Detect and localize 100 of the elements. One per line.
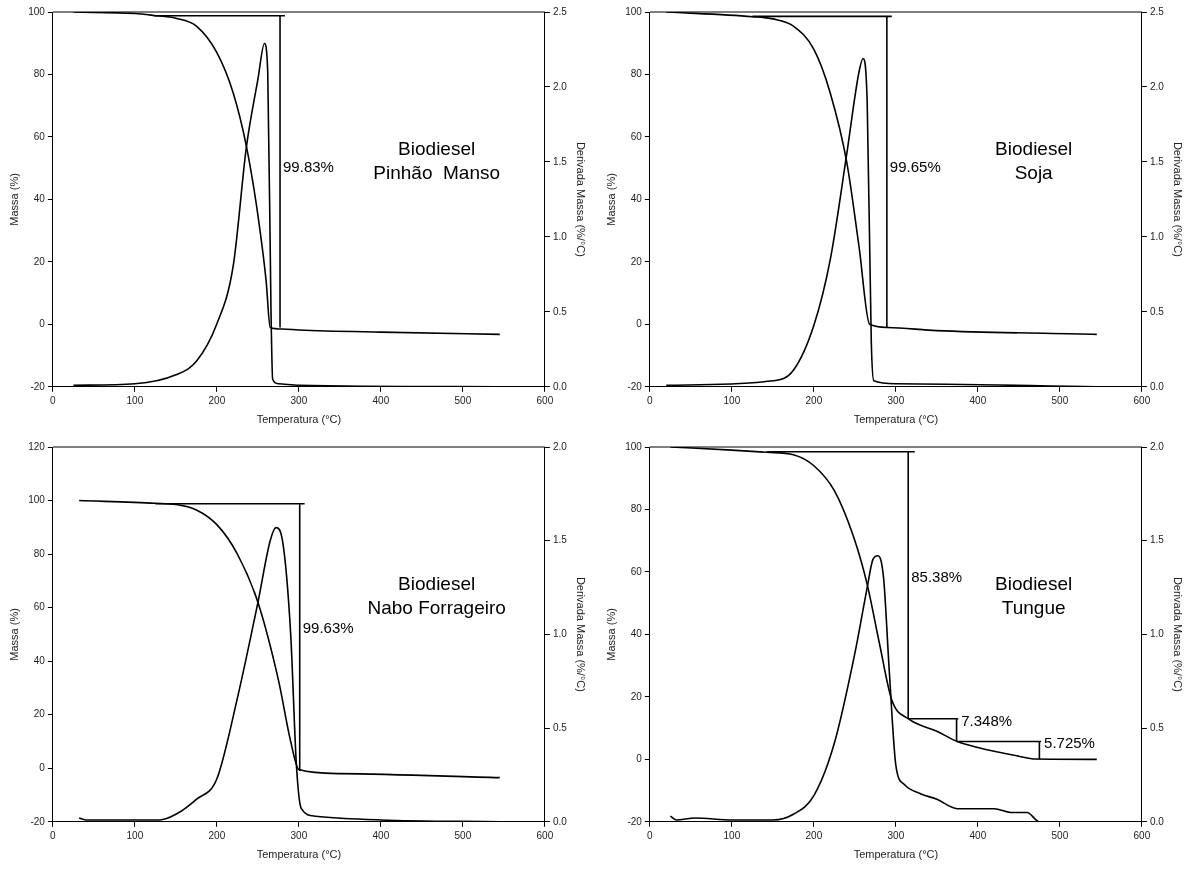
y2-tick-label: 1.0	[1149, 230, 1165, 242]
x-tick-label: 300	[887, 829, 905, 841]
y-tick-label: 0	[636, 753, 643, 765]
y-tick-label: 60	[33, 601, 46, 613]
y-tick-label: 20	[33, 708, 46, 720]
y-axis-title: Massa (%)	[7, 608, 20, 661]
x-tick-label: 0	[50, 829, 57, 841]
x-tick-label: 100	[723, 394, 741, 406]
y2-axis-title: Derivada Massa (%/°C)	[1172, 576, 1185, 692]
y-tick-label: 100	[625, 440, 643, 452]
y2-tick-label: 1.0	[552, 230, 568, 242]
y-tick-label: 100	[625, 5, 643, 17]
y2-tick-label: 0.5	[552, 721, 568, 733]
y-tick-label: 60	[630, 565, 643, 577]
y2-tick-label: 1.5	[1149, 534, 1165, 546]
x-tick-label: 0	[647, 829, 654, 841]
y2-tick-label: 2.0	[1149, 440, 1165, 452]
y-axis-title: Massa (%)	[604, 608, 617, 661]
annotation: 99.83%	[283, 158, 334, 176]
x-tick-label: 600	[1133, 829, 1151, 841]
y-tick-label: 60	[630, 130, 643, 142]
y2-axis-title: Derivada Massa (%/°C)	[1172, 141, 1185, 257]
y-tick-label: 60	[33, 130, 46, 142]
annotation: 5.725%	[1044, 733, 1095, 751]
x-tick-label: 100	[126, 394, 144, 406]
y2-tick-label: 0.0	[1149, 380, 1165, 392]
y2-tick-label: 2.5	[552, 5, 568, 17]
x-tick-label: 300	[290, 829, 308, 841]
annotation: 99.65%	[889, 158, 941, 176]
x-axis-title: Temperatura (°C)	[853, 848, 939, 861]
x-tick-label: 500	[454, 829, 472, 841]
y2-tick-label: 1.0	[552, 628, 568, 640]
y-tick-label: 100	[28, 494, 46, 506]
y2-axis-title: Derivada Massa (%/°C)	[575, 141, 588, 257]
y-tick-label: 80	[630, 68, 643, 80]
x-tick-label: 200	[208, 394, 226, 406]
y2-tick-label: 2.0	[552, 440, 568, 452]
y-tick-label: 120	[28, 440, 46, 452]
annotation: Biodiesel Pinhão Manso	[373, 138, 501, 184]
y2-tick-label: 1.5	[552, 155, 568, 167]
y-tick-label: 80	[630, 503, 643, 515]
y-tick-label: -20	[627, 380, 643, 392]
y-tick-label: 40	[33, 654, 46, 666]
x-tick-label: 200	[805, 394, 823, 406]
x-tick-label: 400	[372, 394, 390, 406]
x-axis-title: Temperatura (°C)	[853, 413, 939, 426]
y2-tick-label: 0.0	[552, 380, 568, 392]
y-axis-title: Massa (%)	[604, 173, 617, 226]
x-tick-label: 100	[723, 829, 741, 841]
x-tick-label: 500	[454, 394, 472, 406]
x-tick-label: 400	[969, 829, 987, 841]
y-tick-label: 0	[39, 318, 46, 330]
x-tick-label: 600	[536, 829, 554, 841]
y2-tick-label: 2.0	[1149, 80, 1165, 92]
y-tick-label: 40	[630, 193, 643, 205]
y-tick-label: -20	[30, 815, 46, 827]
y2-tick-label: 2.0	[552, 80, 568, 92]
x-tick-label: 400	[372, 829, 390, 841]
y-tick-label: 0	[39, 762, 46, 774]
y2-tick-label: 1.5	[1149, 155, 1165, 167]
x-tick-label: 200	[208, 829, 226, 841]
y2-tick-label: 0.5	[552, 305, 568, 317]
y-tick-label: 0	[636, 318, 643, 330]
y-axis-title: Massa (%)	[7, 173, 20, 226]
x-tick-label: 600	[536, 394, 554, 406]
x-tick-label: 0	[50, 394, 57, 406]
x-tick-label: 200	[805, 829, 823, 841]
x-tick-label: 400	[969, 394, 987, 406]
y2-tick-label: 0.5	[1149, 721, 1165, 733]
y-tick-label: 80	[33, 68, 46, 80]
y2-tick-label: 0.0	[1149, 815, 1165, 827]
x-tick-label: 500	[1051, 829, 1069, 841]
x-tick-label: 100	[126, 829, 144, 841]
y2-tick-label: 0.5	[1149, 305, 1165, 317]
y-tick-label: -20	[627, 815, 643, 827]
annotation: Biodiesel Soja	[995, 138, 1073, 184]
annotation: 99.63%	[302, 619, 354, 637]
x-tick-label: 300	[290, 394, 308, 406]
y-tick-label: 40	[33, 193, 46, 205]
x-axis-title: Temperatura (°C)	[256, 413, 342, 426]
x-axis-title: Temperatura (°C)	[256, 848, 342, 861]
annotation: 7.348%	[961, 711, 1013, 729]
y2-tick-label: 0.0	[552, 815, 568, 827]
y-tick-label: 20	[630, 690, 643, 702]
y-tick-label: 40	[630, 628, 643, 640]
y-tick-label: 20	[33, 255, 46, 267]
y-tick-label: 80	[33, 547, 46, 559]
y-tick-label: 20	[630, 255, 643, 267]
y-tick-label: -20	[30, 380, 46, 392]
y2-tick-label: 2.5	[1149, 5, 1165, 17]
y2-tick-label: 1.5	[552, 534, 568, 546]
annotation: 85.38%	[911, 568, 963, 586]
y2-tick-label: 1.0	[1149, 628, 1165, 640]
y2-axis-title: Derivada Massa (%/°C)	[575, 576, 588, 692]
annotation: Biodiesel Tungue	[995, 573, 1073, 619]
annotation: Biodiesel Nabo Forrageiro	[367, 573, 506, 619]
y-tick-label: 100	[28, 5, 46, 17]
x-tick-label: 0	[647, 394, 654, 406]
x-tick-label: 300	[887, 394, 905, 406]
x-tick-label: 500	[1051, 394, 1069, 406]
